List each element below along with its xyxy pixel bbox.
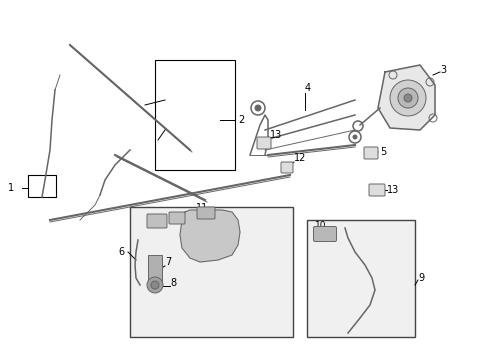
Text: 7: 7 (165, 257, 171, 267)
Polygon shape (378, 65, 435, 130)
Text: 5: 5 (380, 147, 386, 157)
Text: 11: 11 (196, 203, 208, 213)
Circle shape (404, 94, 412, 102)
Polygon shape (180, 210, 240, 262)
Text: 2: 2 (238, 115, 244, 125)
Circle shape (352, 135, 358, 140)
FancyBboxPatch shape (257, 137, 271, 149)
Circle shape (147, 277, 163, 293)
FancyBboxPatch shape (147, 214, 167, 228)
Bar (148, 255, 162, 285)
FancyBboxPatch shape (364, 147, 378, 159)
Bar (155, 60, 235, 170)
Text: 13: 13 (387, 185, 399, 195)
Circle shape (390, 80, 426, 116)
Text: 6: 6 (118, 247, 124, 257)
Text: 1: 1 (8, 183, 14, 193)
Text: 12: 12 (294, 153, 306, 163)
FancyBboxPatch shape (281, 162, 293, 173)
Bar (307, 220, 415, 337)
FancyBboxPatch shape (314, 226, 337, 242)
Text: 4: 4 (305, 83, 311, 93)
Text: 8: 8 (170, 278, 176, 288)
Bar (28, 175, 56, 197)
Text: 9: 9 (418, 273, 424, 283)
Bar (130, 207, 293, 337)
FancyBboxPatch shape (369, 184, 385, 196)
Text: 10: 10 (315, 220, 326, 230)
Text: 13: 13 (270, 130, 282, 140)
Circle shape (398, 88, 418, 108)
Text: 3: 3 (440, 65, 446, 75)
Circle shape (151, 281, 159, 289)
Circle shape (255, 105, 261, 111)
FancyBboxPatch shape (197, 207, 215, 219)
FancyBboxPatch shape (169, 212, 185, 224)
